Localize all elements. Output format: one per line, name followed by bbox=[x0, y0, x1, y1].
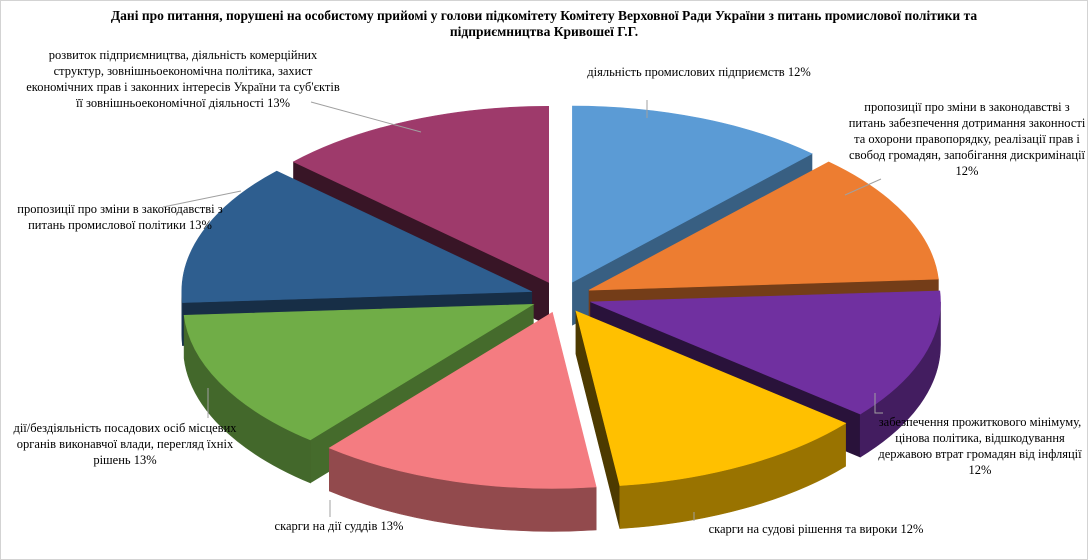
pie-slice-top bbox=[575, 310, 847, 486]
slice-label-entrepreneurship-development: розвиток підприємництва, діяльність коме… bbox=[25, 47, 341, 111]
slice-label-text: дії/бездіяльність посадових осіб місцеви… bbox=[13, 421, 237, 467]
slice-percent: 13% bbox=[267, 96, 291, 110]
slice-label-living-minimum: забезпечення прожиткового мінімуму, ціно… bbox=[875, 414, 1085, 478]
chart-title: Дані про питання, порушені на особистому… bbox=[1, 8, 1087, 41]
slice-percent: 13% bbox=[188, 218, 212, 232]
slice-label-industrial-enterprises: діяльність промислових підприємств 12% bbox=[577, 64, 821, 80]
slice-label-law-order-proposals: пропозиції про зміни в законодавстві з п… bbox=[847, 99, 1087, 179]
slice-percent: 12% bbox=[787, 65, 811, 79]
pie-slice-top bbox=[183, 303, 535, 441]
slice-label-industrial-policy-proposals: пропозиції про зміни в законодавстві з п… bbox=[17, 201, 223, 233]
chart-title-text: Дані про питання, порушені на особистому… bbox=[110, 8, 978, 40]
pie-slice-top bbox=[328, 311, 597, 489]
slice-percent: 13% bbox=[380, 519, 404, 533]
pie-slice-top bbox=[181, 170, 532, 303]
leader-line bbox=[874, 393, 883, 414]
slice-percent: 13% bbox=[133, 453, 157, 467]
leader-line bbox=[310, 101, 422, 133]
slice-label-text: скарги на дії суддів bbox=[274, 519, 378, 533]
slice-label-judges-actions: скарги на дії суддів 13% bbox=[244, 518, 434, 534]
leader-line bbox=[844, 178, 882, 196]
pie-slice-top bbox=[590, 290, 941, 415]
slice-percent: 12% bbox=[955, 164, 979, 178]
slice-percent: 12% bbox=[968, 463, 992, 477]
pie-slice-top bbox=[572, 105, 813, 283]
slice-label-text: скарги на судові рішення та вироки bbox=[708, 522, 898, 536]
leader-line bbox=[162, 190, 242, 208]
slice-label-text: розвиток підприємництва, діяльність коме… bbox=[26, 48, 340, 110]
slice-label-local-officials: дії/бездіяльність посадових осіб місцеви… bbox=[3, 420, 247, 468]
slice-label-text: забезпечення прожиткового мінімуму, ціно… bbox=[878, 415, 1082, 461]
slice-percent: 12% bbox=[900, 522, 924, 536]
pie-slice-top bbox=[588, 161, 939, 291]
slice-label-text: пропозиції про зміни в законодавстві з п… bbox=[17, 202, 223, 232]
slice-label-court-decisions: скарги на судові рішення та вироки 12% bbox=[649, 521, 983, 537]
slice-label-text: пропозиції про зміни в законодавстві з п… bbox=[848, 100, 1086, 162]
slice-label-text: діяльність промислових підприємств bbox=[587, 65, 785, 79]
pie-slice-top bbox=[292, 105, 549, 283]
